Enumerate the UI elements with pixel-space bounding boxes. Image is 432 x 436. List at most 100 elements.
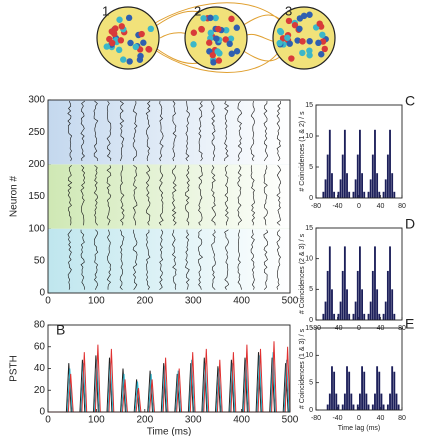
histogram-bar bbox=[391, 173, 394, 198]
neuron-dot bbox=[209, 51, 216, 59]
y-tick-label: 10 bbox=[305, 256, 313, 263]
histogram-bar bbox=[356, 404, 359, 410]
neuron-dot bbox=[276, 39, 283, 47]
spike-burst bbox=[93, 165, 98, 226]
spike-burst bbox=[119, 165, 125, 226]
y-tick-label: 5 bbox=[309, 164, 313, 171]
neuron-dot bbox=[284, 34, 291, 41]
histogram-bar bbox=[391, 366, 394, 410]
neuron-dot bbox=[198, 25, 205, 33]
neuron-dot bbox=[118, 23, 125, 30]
spike-burst bbox=[132, 229, 138, 290]
histogram-bar bbox=[343, 129, 346, 198]
band-fade bbox=[48, 164, 290, 229]
x-tick-label: -80 bbox=[311, 415, 321, 422]
histogram-bar bbox=[348, 191, 351, 198]
y-axis-label: # Coincidences (1 & 3) / s bbox=[299, 328, 306, 409]
spike-burst bbox=[237, 229, 242, 290]
band-fade bbox=[48, 228, 290, 293]
histogram-bar bbox=[380, 393, 383, 410]
node-label: 1 bbox=[102, 3, 109, 18]
histogram-bar bbox=[393, 371, 396, 410]
neuron-dot bbox=[207, 14, 214, 22]
neuron-dot bbox=[126, 58, 133, 65]
x-tick-label: 500 bbox=[282, 296, 299, 307]
spike-burst bbox=[67, 165, 73, 226]
neuron-dot bbox=[222, 36, 229, 43]
neuron-dot bbox=[137, 52, 144, 60]
histogram-bar bbox=[363, 191, 366, 198]
x-axis-label: Time (ms) bbox=[147, 427, 192, 436]
x-tick-label: 400 bbox=[233, 415, 250, 426]
neuron-dot bbox=[111, 30, 118, 38]
neuron-dot bbox=[138, 30, 145, 38]
histogram-bar bbox=[389, 246, 391, 320]
y-tick-label: 150 bbox=[28, 191, 45, 202]
psth-line bbox=[48, 352, 290, 413]
histogram-bar bbox=[393, 191, 396, 198]
histogram-bar bbox=[391, 289, 394, 320]
neuron-dot bbox=[288, 55, 295, 62]
spike-burst bbox=[171, 165, 177, 226]
histogram-bar bbox=[369, 179, 372, 198]
histogram-bar bbox=[341, 270, 344, 320]
psth-line bbox=[48, 352, 290, 413]
spike-burst bbox=[211, 100, 216, 162]
histogram-bar bbox=[378, 191, 381, 198]
histogram-bar bbox=[397, 404, 400, 410]
spike-burst bbox=[93, 100, 99, 162]
x-axis-label: Time lag (ms) bbox=[338, 425, 381, 432]
histogram-bar bbox=[328, 246, 331, 320]
histogram-bar bbox=[339, 301, 342, 320]
y-tick-label: 5 bbox=[309, 286, 313, 293]
neuron-dot bbox=[306, 47, 313, 54]
spike-burst bbox=[276, 165, 282, 226]
histogram-bar bbox=[386, 154, 389, 198]
y-tick-label: 0 bbox=[309, 195, 313, 202]
neuron-dot bbox=[109, 39, 116, 47]
y-tick-label: 10 bbox=[305, 352, 313, 359]
histogram-bar bbox=[328, 393, 331, 410]
spike-burst bbox=[185, 229, 190, 290]
y-axis-label: # Coincidences (2 & 3) / s bbox=[299, 233, 306, 314]
y-tick-label: 300 bbox=[28, 95, 45, 106]
neuron-dot bbox=[117, 37, 125, 44]
histogram-bar bbox=[326, 404, 329, 410]
histogram-bar bbox=[367, 191, 370, 198]
spike-burst bbox=[171, 229, 177, 290]
spike-burst bbox=[185, 100, 190, 162]
neuron-dot bbox=[228, 15, 235, 23]
histogram-bar bbox=[356, 154, 359, 198]
spike-burst bbox=[198, 100, 203, 162]
x-tick-label: -40 bbox=[332, 415, 342, 422]
neuron-dot bbox=[125, 14, 133, 22]
neuron-dot bbox=[213, 35, 220, 42]
histogram-bar bbox=[374, 129, 376, 198]
x-tick-label: 0 bbox=[357, 415, 361, 422]
neuron-dot bbox=[294, 37, 301, 44]
neuron-dot bbox=[316, 20, 323, 27]
histogram-bar bbox=[374, 393, 376, 410]
neuron-dot bbox=[116, 16, 123, 23]
spike-burst bbox=[106, 100, 112, 162]
neuron-dot bbox=[276, 27, 284, 35]
histogram-bar bbox=[333, 191, 336, 198]
neuron-dot bbox=[296, 25, 303, 32]
histogram-bar bbox=[384, 179, 387, 198]
y-axis-label: PSTH bbox=[9, 355, 20, 382]
spike-burst bbox=[159, 100, 164, 162]
spike-burst bbox=[276, 100, 281, 162]
neuron-dot bbox=[115, 46, 123, 54]
x-tick-label: 80 bbox=[398, 203, 406, 210]
spike-burst bbox=[237, 165, 243, 226]
spike-burst bbox=[224, 229, 229, 290]
x-tick-label: 200 bbox=[136, 415, 153, 426]
neuron-dot bbox=[299, 49, 306, 57]
neuron-dot bbox=[190, 41, 197, 48]
histogram-bar bbox=[337, 191, 340, 198]
y-tick-label: 10 bbox=[305, 133, 313, 140]
histogram-bar bbox=[331, 173, 333, 198]
spike-burst bbox=[67, 100, 73, 162]
